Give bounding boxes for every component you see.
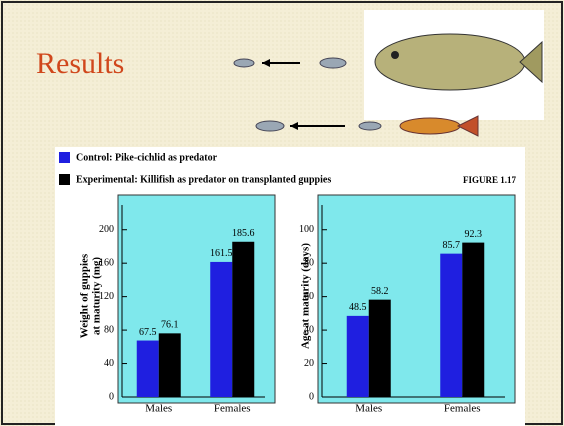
slide: Results Control: Pike-cichlid as predato… [0,0,564,426]
x-tick-label: Females [444,403,481,415]
y-tick-label: 100 [299,224,314,235]
bar [369,300,391,397]
slide-title: Results [36,47,124,80]
value-label: 185.6 [232,228,255,239]
bar [210,262,232,397]
bar [347,316,369,397]
bar [137,341,159,397]
bar [440,254,462,397]
y-tick-label: 200 [99,224,114,235]
y-tick-label: 80 [104,324,114,335]
legend-swatch [59,152,70,163]
y-tick-label: 0 [309,391,314,402]
bar [462,243,484,397]
x-tick-label: Males [355,403,382,415]
bar [159,333,181,397]
legend-label: Experimental: Killifish as predator on t… [76,174,331,185]
legend-label: Control: Pike-cichlid as predator [76,152,218,163]
bar [232,242,254,397]
x-tick-label: Males [145,403,172,415]
y-tick-label: 0 [109,391,114,402]
y-axis-label: Weight of guppies [79,253,91,338]
value-label: 92.3 [465,229,483,240]
y-tick-label: 40 [104,358,114,369]
value-label: 48.5 [349,302,367,313]
figure-label: FIGURE 1.17 [463,175,517,185]
value-label: 85.7 [443,240,461,251]
value-label: 161.5 [210,248,233,259]
value-label: 67.5 [139,327,157,338]
y-axis-label: Age at maturity (days) [300,243,312,349]
value-label: 76.1 [161,320,179,331]
legend-swatch [59,174,70,185]
value-label: 58.2 [371,286,389,297]
y-tick-label: 20 [304,358,314,369]
y-axis-label: at maturity (mg) [91,257,103,336]
x-tick-label: Females [214,403,251,415]
